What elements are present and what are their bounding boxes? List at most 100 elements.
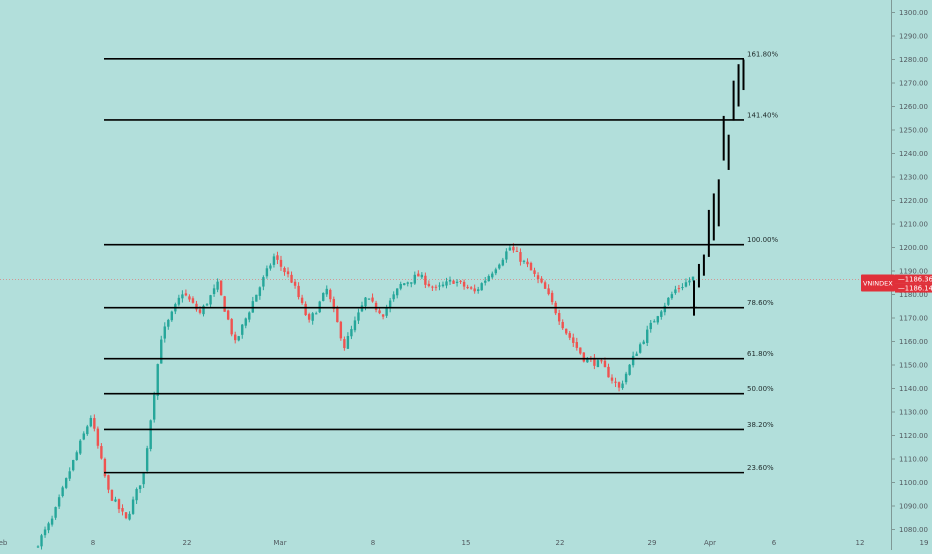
candle-body (145, 448, 149, 471)
candle-body (86, 426, 89, 435)
price-tick-label: 1240.00 (899, 150, 928, 158)
candle-body (631, 355, 635, 366)
candle-body (364, 297, 367, 307)
candle-body (181, 294, 184, 299)
candle-body (149, 420, 152, 449)
price-tick-label: 1110.00 (899, 456, 928, 464)
candle-body (568, 333, 571, 338)
candle-body (219, 280, 223, 296)
candle-body (635, 353, 638, 356)
candle-body (617, 382, 621, 388)
close-price-tag-bg (895, 283, 932, 293)
price-axis[interactable]: 1080.00 1090.00 1100.00 1110.00 1120.00 1130.… (891, 0, 928, 550)
candle-body (484, 280, 487, 283)
time-axis[interactable]: eb 8 22 Mar 8 15 22 29 Apr 6 12 19 (0, 539, 928, 547)
price-tick-label: 1120.00 (899, 432, 928, 440)
candle-body (395, 288, 399, 296)
fibonacci-levels[interactable]: 161.80% 141.40% 100.00% 78.60% 61.80% 50.00% 3… (104, 50, 778, 474)
candle-body (469, 287, 473, 289)
candle-body (68, 471, 71, 479)
candle-body (184, 293, 188, 296)
candle-body (381, 314, 385, 317)
candle-body (466, 286, 469, 289)
price-tick-label: 1140.00 (899, 385, 928, 393)
candle-body (431, 286, 434, 288)
time-tick-label: 19 (920, 539, 929, 547)
symbol-tag-bg (861, 274, 895, 292)
candle-body (505, 251, 508, 260)
candle-body (124, 512, 128, 519)
candle-body (177, 297, 181, 305)
candle-body (656, 316, 659, 323)
candle-body (663, 305, 667, 313)
price-tick-label: 1290.00 (899, 33, 928, 41)
candle-body (547, 288, 550, 295)
candle-body (438, 285, 441, 287)
candle-body (234, 334, 237, 341)
candle-body (371, 297, 374, 302)
candle-body (286, 271, 290, 275)
candle-body (142, 472, 145, 485)
candle-body (47, 523, 50, 531)
candle-body (343, 339, 346, 349)
price-tick-label: 1260.00 (899, 103, 928, 111)
time-tick-label: 15 (462, 539, 471, 547)
candle-body (424, 275, 427, 285)
candle-body (586, 358, 589, 363)
candle-body (434, 286, 438, 288)
candle-body (332, 299, 336, 309)
candle-body (455, 281, 459, 283)
candle-body (674, 289, 677, 294)
fib-level-label: 38.20% (747, 421, 774, 429)
candle-body (557, 313, 561, 322)
candle-body (388, 300, 392, 309)
price-tick-label: 1280.00 (899, 56, 928, 64)
candle-body (572, 337, 575, 343)
candle-body (346, 336, 350, 349)
candle-body (276, 255, 279, 260)
fib-level-label: 161.80% (747, 50, 778, 58)
candle-body (237, 336, 240, 341)
candle-body (75, 452, 78, 460)
candle-body (100, 446, 103, 459)
candle-body (64, 478, 68, 488)
candle-body (339, 321, 343, 339)
candle-body (452, 280, 455, 284)
candle-body (491, 273, 494, 278)
candle-body (202, 305, 205, 315)
candle-body (336, 308, 339, 323)
price-tick-label: 1090.00 (899, 503, 928, 511)
candle-body (121, 508, 124, 512)
candle-body (670, 294, 674, 299)
candle-body (262, 277, 265, 287)
candle-body (36, 546, 40, 548)
candle-body (540, 278, 543, 283)
candle-body (660, 311, 663, 317)
candle-body (607, 366, 610, 378)
candle-body (628, 364, 631, 375)
candle-body (487, 276, 490, 282)
projection-bars (690, 59, 745, 316)
candle-body (476, 289, 480, 292)
price-tick-label: 1130.00 (899, 409, 928, 417)
candle-body (322, 293, 325, 301)
price-tick-label: 1300.00 (899, 9, 928, 17)
fib-level-label: 23.60% (747, 464, 774, 472)
price-tick-label: 1170.00 (899, 315, 928, 323)
candle-body (272, 256, 276, 265)
candle-body (410, 282, 413, 284)
close-price-tag: —1186.14 (898, 285, 932, 293)
candle-body (110, 489, 114, 501)
candle-body (279, 259, 283, 267)
candle-body (526, 261, 529, 265)
candle-body (638, 344, 642, 353)
candle-body (138, 485, 142, 490)
candle-body (399, 283, 402, 289)
price-tick-label: 1180.00 (899, 291, 928, 299)
candle-body (325, 288, 328, 295)
candle-body (367, 298, 371, 300)
candle-body (533, 270, 536, 274)
candle-body (195, 303, 198, 310)
